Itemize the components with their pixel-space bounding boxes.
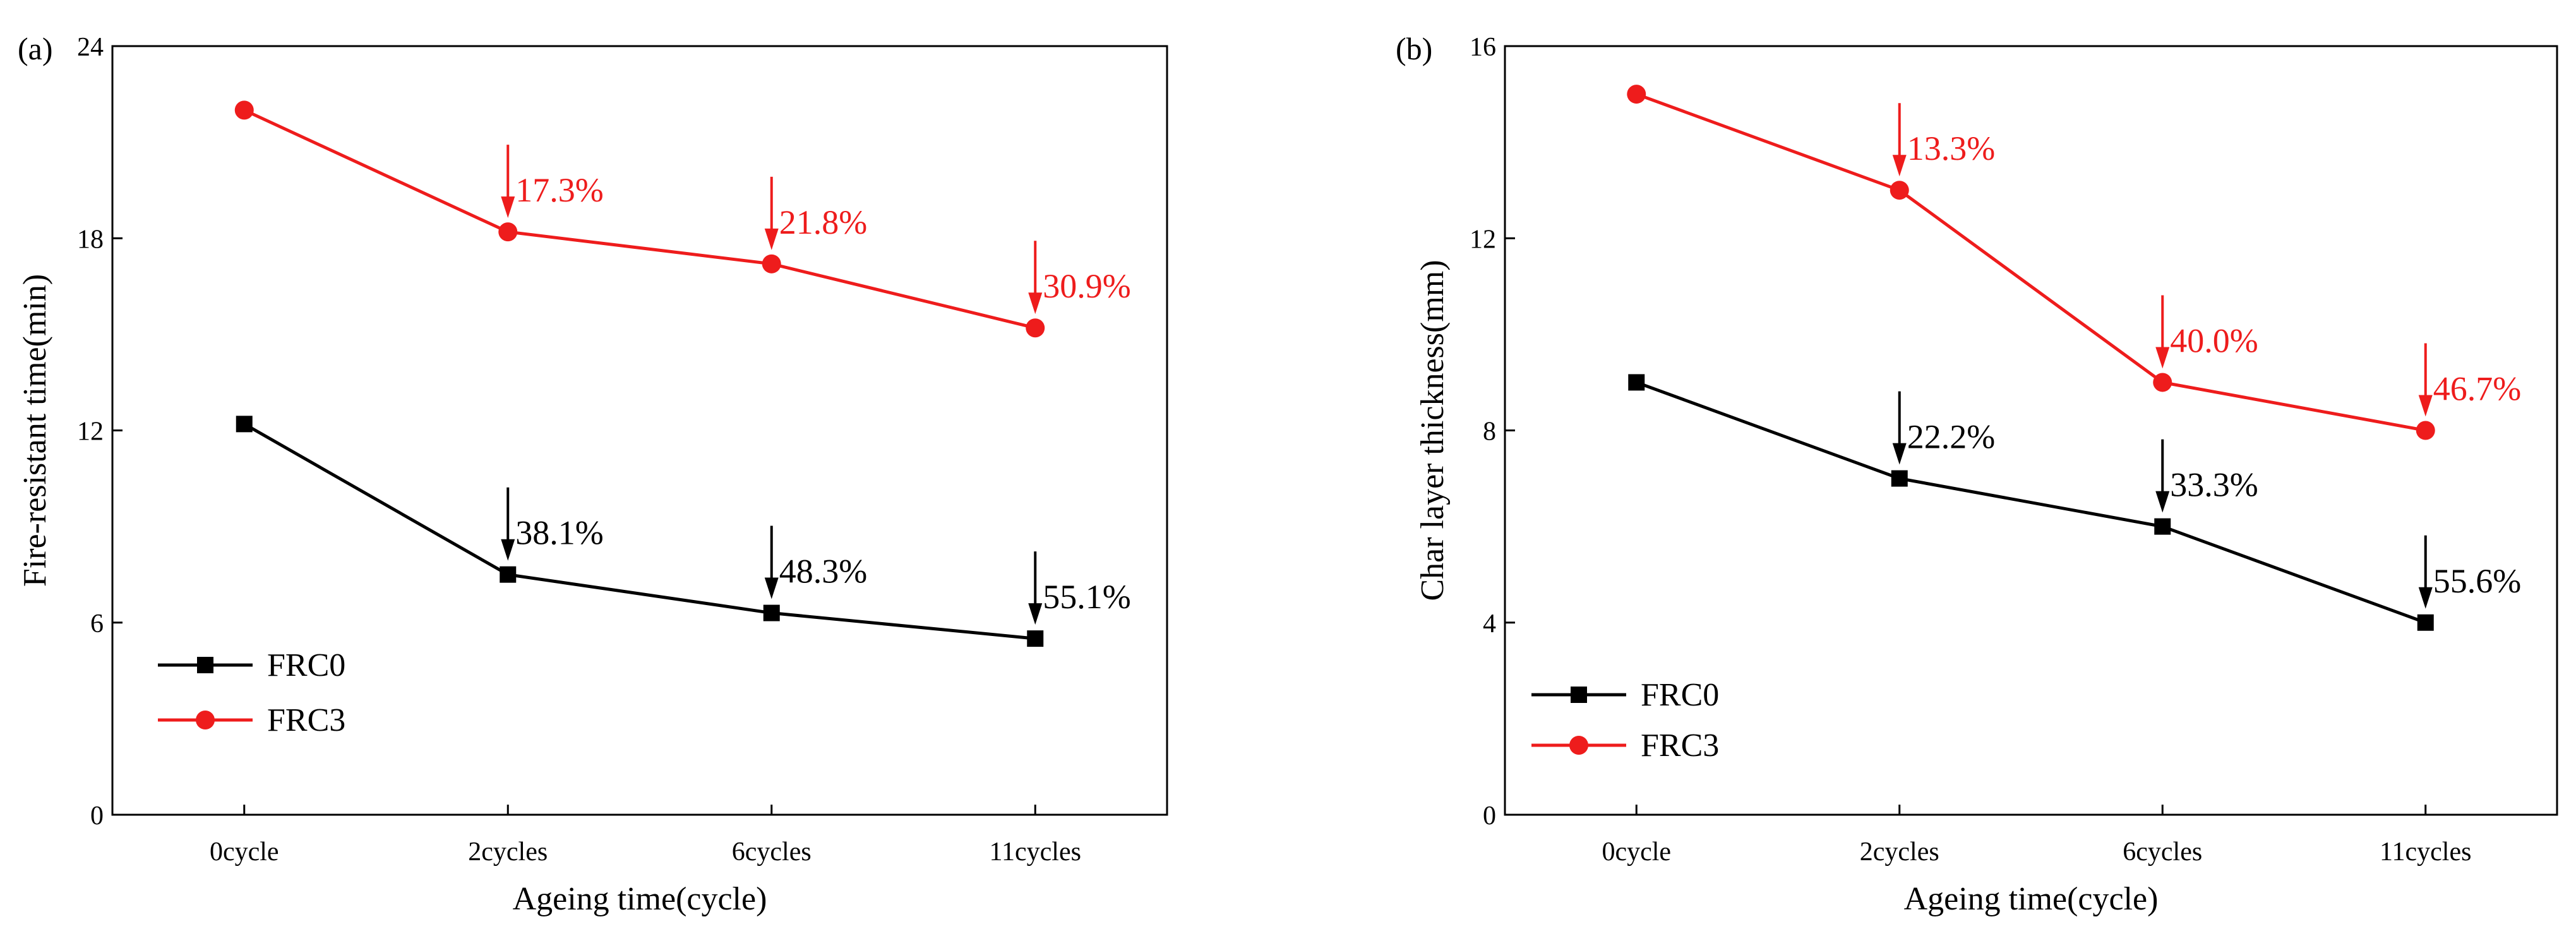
legend-marker bbox=[197, 657, 213, 673]
annotation-label: 13.3% bbox=[1907, 129, 1995, 167]
x-tick-label: 0cycle bbox=[1602, 837, 1671, 867]
data-point bbox=[498, 222, 518, 242]
annotation-arrowhead bbox=[2155, 347, 2170, 369]
data-point bbox=[1890, 181, 1909, 200]
annotation-arrowhead bbox=[1892, 443, 1907, 465]
data-point bbox=[2417, 614, 2434, 631]
annotation-arrowhead bbox=[1028, 603, 1043, 625]
data-point bbox=[762, 254, 781, 273]
annotation-arrowhead bbox=[501, 539, 515, 561]
data-point bbox=[2416, 421, 2435, 440]
y-tick-label: 12 bbox=[77, 417, 104, 447]
annotation-label: 46.7% bbox=[2433, 370, 2521, 408]
annotation-arrowhead bbox=[1028, 292, 1043, 315]
y-tick-label: 24 bbox=[77, 33, 104, 62]
y-axis-title: Char layer thickness(mm) bbox=[1415, 260, 1451, 601]
y-axis-title: Fire-resistant time(min) bbox=[17, 274, 53, 587]
annotation-arrowhead bbox=[764, 577, 779, 599]
x-tick-label: 6cycles bbox=[732, 837, 812, 867]
data-point bbox=[236, 416, 253, 433]
annotation-arrowhead bbox=[764, 228, 779, 250]
y-tick-label: 16 bbox=[1470, 33, 1496, 62]
panel-label: (a) bbox=[18, 31, 53, 66]
y-tick-label: 18 bbox=[77, 225, 104, 254]
x-axis-title: Ageing time(cycle) bbox=[513, 881, 767, 917]
x-axis-title: Ageing time(cycle) bbox=[1904, 881, 2159, 917]
chart-panel-b: 0 4 8 12 16 0cycle 2cycles 6cycles 11cycles Agein… bbox=[1396, 31, 2558, 917]
data-point bbox=[1627, 85, 1646, 104]
series-line bbox=[243, 109, 1036, 330]
series-line bbox=[243, 423, 1036, 640]
legend-label: FRC0 bbox=[1641, 677, 1719, 713]
legend-marker bbox=[1571, 687, 1587, 703]
x-tick-label: 11cycles bbox=[2380, 837, 2471, 867]
x-tick-label: 11cycles bbox=[990, 837, 1081, 867]
legend: FRC0 FRC3 bbox=[158, 647, 345, 738]
y-tick-label: 6 bbox=[90, 609, 104, 639]
annotation-label: 30.9% bbox=[1043, 267, 1130, 305]
annotation-arrowhead bbox=[2418, 395, 2433, 417]
annotation-label: 55.1% bbox=[1043, 578, 1130, 616]
legend-marker bbox=[1569, 736, 1588, 755]
chart-panel-a: 0 6 12 18 24 0cycle 2cycles 6cycles 11cycles Agei… bbox=[17, 31, 1168, 917]
y-tick-label: 0 bbox=[90, 801, 104, 831]
x-tick-label: 6cycles bbox=[2123, 837, 2202, 867]
annotation-label: 21.8% bbox=[779, 203, 867, 241]
x-tick-label: 0cycle bbox=[210, 837, 279, 867]
data-point bbox=[1026, 318, 1045, 338]
legend-label: FRC3 bbox=[267, 702, 345, 738]
annotation-arrowhead bbox=[501, 196, 515, 219]
series-frc3: 13.3% 40.0% 46.7% bbox=[1627, 85, 2521, 440]
plot-frame bbox=[111, 45, 1168, 816]
x-tick-label: 2cycles bbox=[1860, 837, 1939, 867]
y-tick-label: 12 bbox=[1470, 225, 1496, 254]
series-frc0: 38.1% 48.3% 55.1% bbox=[236, 416, 1131, 647]
annotation-label: 55.6% bbox=[2433, 562, 2521, 600]
series-frc3: 17.3% 21.8% 30.9% bbox=[234, 100, 1131, 338]
annotation-label: 48.3% bbox=[779, 553, 867, 591]
data-point bbox=[2154, 518, 2171, 535]
legend-label: FRC3 bbox=[1641, 728, 1719, 764]
annotation-label: 40.0% bbox=[2170, 321, 2258, 359]
annotation-arrowhead bbox=[1892, 155, 1907, 177]
data-point bbox=[500, 566, 517, 583]
panel-label: (b) bbox=[1396, 31, 1432, 66]
annotation-arrowhead bbox=[2155, 491, 2170, 513]
legend-label: FRC0 bbox=[267, 647, 345, 683]
annotation-label: 22.2% bbox=[1907, 418, 1995, 456]
data-point bbox=[2153, 373, 2172, 392]
data-point bbox=[1628, 374, 1645, 391]
y-tick-label: 0 bbox=[1483, 801, 1496, 831]
y-tick-label: 8 bbox=[1483, 417, 1496, 447]
series-frc0: 22.2% 33.3% 55.6% bbox=[1628, 374, 2521, 631]
data-point bbox=[234, 100, 254, 120]
series-line bbox=[1636, 381, 2426, 625]
annotation-label: 33.3% bbox=[2170, 466, 2258, 504]
annotation-label: 17.3% bbox=[515, 171, 603, 209]
legend-marker bbox=[196, 711, 215, 729]
annotation-arrowhead bbox=[2418, 587, 2433, 609]
series-line bbox=[1636, 92, 2426, 432]
y-tick-label: 4 bbox=[1483, 609, 1496, 639]
legend: FRC0 FRC3 bbox=[1531, 677, 1719, 764]
data-point bbox=[1891, 470, 1908, 487]
data-point bbox=[763, 604, 780, 621]
x-tick-label: 2cycles bbox=[468, 837, 548, 867]
annotation-label: 38.1% bbox=[515, 514, 603, 552]
data-point bbox=[1027, 630, 1044, 647]
